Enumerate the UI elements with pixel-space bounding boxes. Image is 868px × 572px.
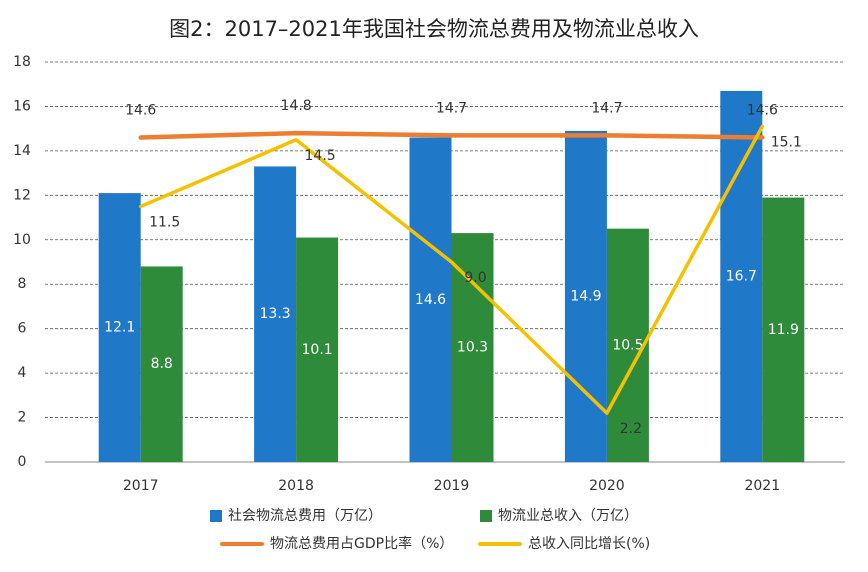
data-label: 9.0	[464, 270, 486, 286]
x-tick-label: 2019	[434, 478, 470, 494]
y-tick-label: 8	[18, 276, 27, 292]
data-label: 14.9	[570, 288, 601, 304]
y-tick-label: 14	[13, 143, 31, 159]
data-label: 10.3	[457, 340, 488, 356]
legend-swatch	[480, 510, 492, 522]
y-tick-label: 12	[13, 187, 31, 203]
y-tick-label: 0	[18, 454, 27, 470]
y-tick-label: 16	[13, 98, 31, 114]
bar	[254, 166, 297, 462]
data-label: 10.5	[612, 337, 643, 353]
line	[138, 124, 765, 415]
legend-label: 物流总费用占GDP比率（%）	[270, 535, 453, 552]
data-label: 11.5	[149, 214, 180, 230]
x-tick-label: 2021	[744, 478, 780, 494]
legend-label: 社会物流总费用（万亿）	[228, 508, 382, 524]
line	[138, 130, 765, 140]
bar	[409, 137, 452, 463]
y-tick-label: 4	[18, 365, 27, 381]
bar	[296, 237, 339, 462]
data-label: 14.6	[125, 103, 156, 119]
data-label: 2.2	[620, 421, 642, 437]
chart-title: 图2：2017–2021年我国社会物流总费用及物流业总收入	[169, 17, 699, 41]
legend-label: 总收入同比增长(%)	[528, 536, 650, 552]
data-label: 14.8	[281, 98, 312, 114]
data-label: 14.7	[436, 100, 467, 116]
legend-swatch	[210, 510, 222, 522]
data-label: 13.3	[260, 306, 291, 322]
legend-label: 物流业总收入（万亿）	[498, 508, 638, 524]
data-label: 14.5	[305, 148, 336, 164]
data-label: 15.1	[771, 134, 802, 150]
bar	[720, 90, 763, 462]
bar	[451, 233, 494, 462]
data-label: 11.9	[768, 322, 799, 338]
y-tick-label: 10	[13, 232, 31, 248]
data-label: 14.6	[747, 103, 778, 119]
x-tick-label: 2020	[589, 478, 625, 494]
y-tick-label: 6	[18, 321, 27, 337]
data-label: 12.1	[104, 320, 135, 336]
y-tick-label: 18	[13, 54, 31, 70]
bar	[140, 266, 183, 462]
bar	[98, 193, 141, 462]
data-label: 8.8	[151, 356, 173, 372]
data-label: 14.6	[415, 292, 446, 308]
y-tick-label: 2	[18, 410, 27, 426]
data-label: 10.1	[302, 342, 333, 358]
bar	[762, 197, 805, 463]
x-tick-label: 2018	[278, 478, 314, 494]
data-label: 16.7	[726, 268, 757, 284]
x-tick-label: 2017	[123, 478, 159, 494]
data-label: 14.7	[591, 100, 622, 116]
